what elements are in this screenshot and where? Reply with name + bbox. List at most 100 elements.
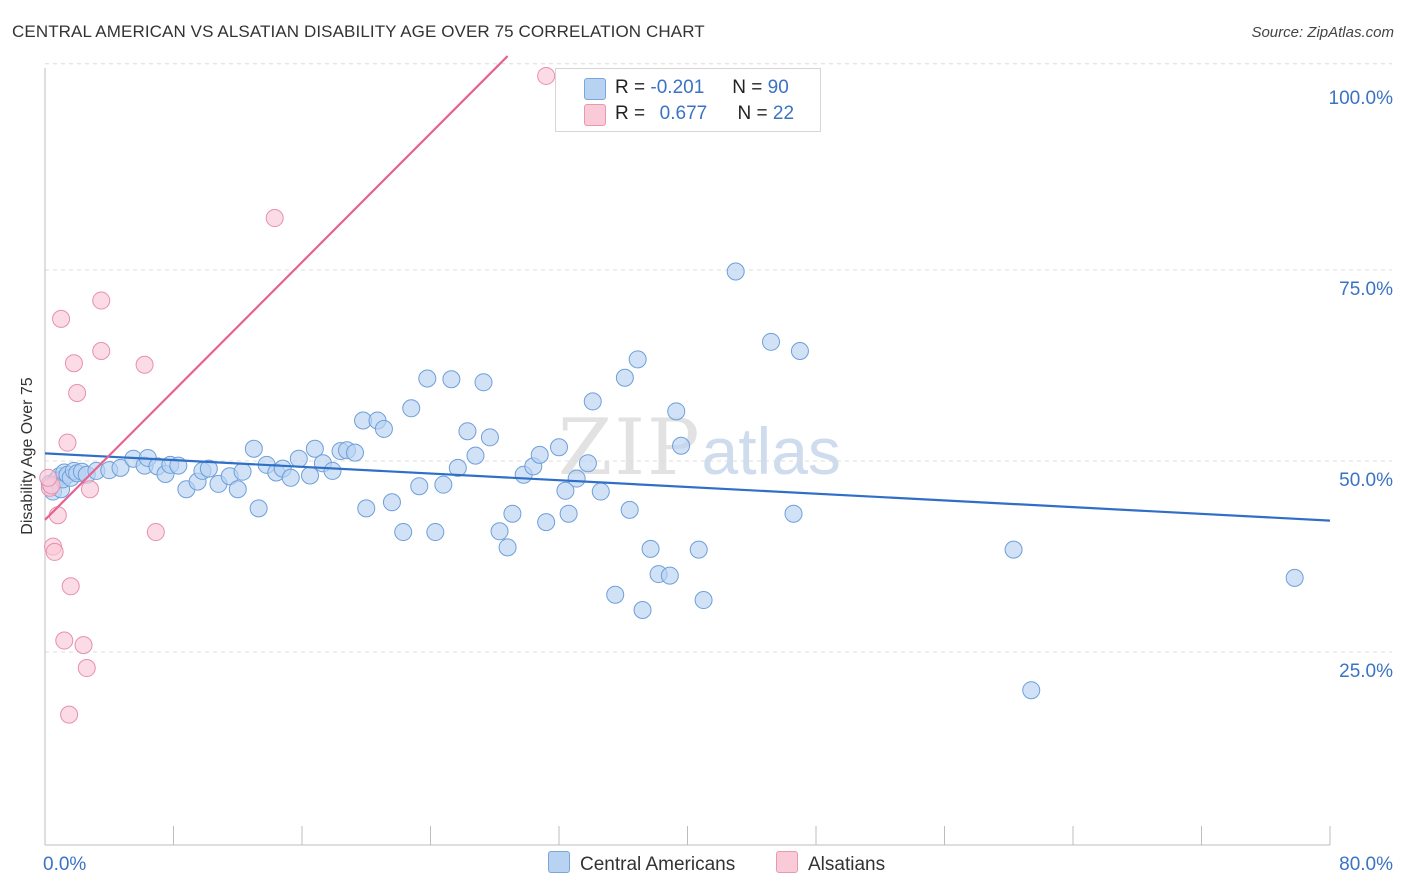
- legend-r-label: R =: [615, 103, 646, 124]
- bottom-legend-swatch-alsatians: [776, 851, 798, 873]
- legend-text-central-americans: R = -0.201 N = 90: [615, 77, 789, 99]
- central-american-point: [426, 523, 445, 542]
- alsatian-point: [80, 480, 99, 499]
- alsatian-point: [52, 309, 71, 328]
- central-american-point: [689, 540, 708, 559]
- alsatian-point: [265, 209, 284, 228]
- central-american-point: [305, 439, 324, 458]
- central-american-point: [442, 370, 461, 389]
- central-american-point: [490, 522, 509, 541]
- central-american-point: [784, 504, 803, 523]
- alsatian-point: [537, 66, 556, 85]
- central-american-point: [458, 422, 477, 441]
- alsatian-point: [58, 433, 77, 452]
- central-american-point: [1285, 568, 1304, 587]
- bottom-legend-swatch-central-americans: [548, 851, 570, 873]
- alsatian-point: [92, 291, 111, 310]
- central-american-point: [660, 566, 679, 585]
- central-american-point: [244, 439, 263, 458]
- alsatians-trend-line: [44, 55, 509, 521]
- central-american-point: [672, 436, 691, 455]
- central-american-point: [556, 481, 575, 500]
- central-american-point: [530, 445, 549, 464]
- central-american-point: [249, 499, 268, 518]
- central-american-point: [448, 458, 467, 477]
- legend-text-alsatians: R = 0.677 N = 22: [615, 103, 794, 125]
- central-american-point: [537, 513, 556, 532]
- bottom-legend-central-americans: Central Americans: [548, 851, 735, 877]
- alsatian-point: [135, 355, 154, 374]
- central-american-point: [199, 459, 218, 478]
- central-american-point: [357, 499, 376, 518]
- legend-n-value: 90: [767, 77, 789, 98]
- central-american-point: [382, 493, 401, 512]
- central-american-point: [281, 468, 300, 487]
- correlation-legend: R = -0.201 N = 90 R = 0.677 N = 22: [555, 68, 821, 132]
- bottom-legend-label: Central Americans: [580, 854, 736, 875]
- central-american-point: [503, 504, 522, 523]
- legend-n-value: 22: [772, 103, 795, 124]
- central-american-point: [762, 332, 781, 351]
- central-american-point: [567, 469, 586, 488]
- watermark-atlas: atlas: [701, 414, 841, 488]
- central-american-point: [641, 539, 660, 558]
- alsatian-point: [61, 577, 80, 596]
- central-american-point: [410, 477, 429, 496]
- central-american-point: [606, 585, 625, 604]
- central-american-point: [694, 591, 713, 610]
- x-tick-label: 0.0%: [43, 854, 86, 875]
- y-tick-label: 75.0%: [1339, 279, 1393, 300]
- central-american-point: [633, 600, 652, 619]
- central-american-point: [480, 428, 499, 447]
- alsatian-point: [55, 631, 74, 650]
- central-american-point: [233, 462, 252, 481]
- alsatian-point: [45, 542, 64, 561]
- alsatian-point: [60, 705, 79, 724]
- central-american-point: [498, 538, 517, 557]
- alsatian-point: [92, 341, 111, 360]
- central-american-point: [1022, 681, 1041, 700]
- central-american-point: [667, 402, 686, 421]
- alsatian-point: [146, 523, 165, 542]
- central-americans-trend-line: [44, 452, 1331, 522]
- central-american-point: [289, 449, 308, 468]
- legend-r-value: -0.201: [650, 77, 705, 98]
- alsatian-point: [64, 354, 83, 373]
- y-tick-label: 50.0%: [1339, 470, 1393, 491]
- central-american-point: [583, 392, 602, 411]
- central-american-point: [578, 454, 597, 473]
- x-tick-label: 80.0%: [1339, 854, 1393, 875]
- central-american-point: [228, 480, 247, 499]
- source-credit: Source: ZipAtlas.com: [1251, 24, 1394, 41]
- central-american-point: [550, 438, 568, 457]
- central-american-point: [402, 399, 421, 418]
- y-tick-label: 100.0%: [1329, 88, 1394, 109]
- central-american-point: [394, 523, 413, 542]
- bottom-legend-label: Alsatians: [808, 854, 886, 875]
- chart-title: CENTRAL AMERICAN VS ALSATIAN DISABILITY …: [12, 22, 705, 41]
- central-american-point: [323, 461, 342, 480]
- central-american-point: [474, 373, 493, 392]
- bottom-legend-alsatians: Alsatians: [776, 851, 885, 877]
- central-american-point: [559, 504, 578, 523]
- central-american-point: [374, 419, 393, 438]
- central-american-point: [466, 446, 485, 465]
- alsatian-point: [74, 636, 93, 655]
- central-american-point: [726, 262, 745, 281]
- central-american-point: [346, 443, 365, 462]
- alsatian-point: [48, 506, 67, 525]
- alsatian-point: [68, 384, 87, 403]
- central-american-point: [628, 350, 647, 369]
- central-american-point: [790, 341, 809, 360]
- legend-r-label: R =: [615, 77, 646, 98]
- central-american-point: [301, 466, 320, 485]
- central-american-point: [111, 458, 130, 477]
- legend-r-value: 0.677: [659, 103, 708, 124]
- legend-n-label: N =: [737, 103, 768, 124]
- legend-swatch-central-americans: [584, 78, 606, 100]
- central-american-point: [1004, 540, 1023, 559]
- alsatian-point: [77, 659, 96, 678]
- central-american-point: [434, 475, 453, 494]
- central-american-point: [615, 368, 634, 387]
